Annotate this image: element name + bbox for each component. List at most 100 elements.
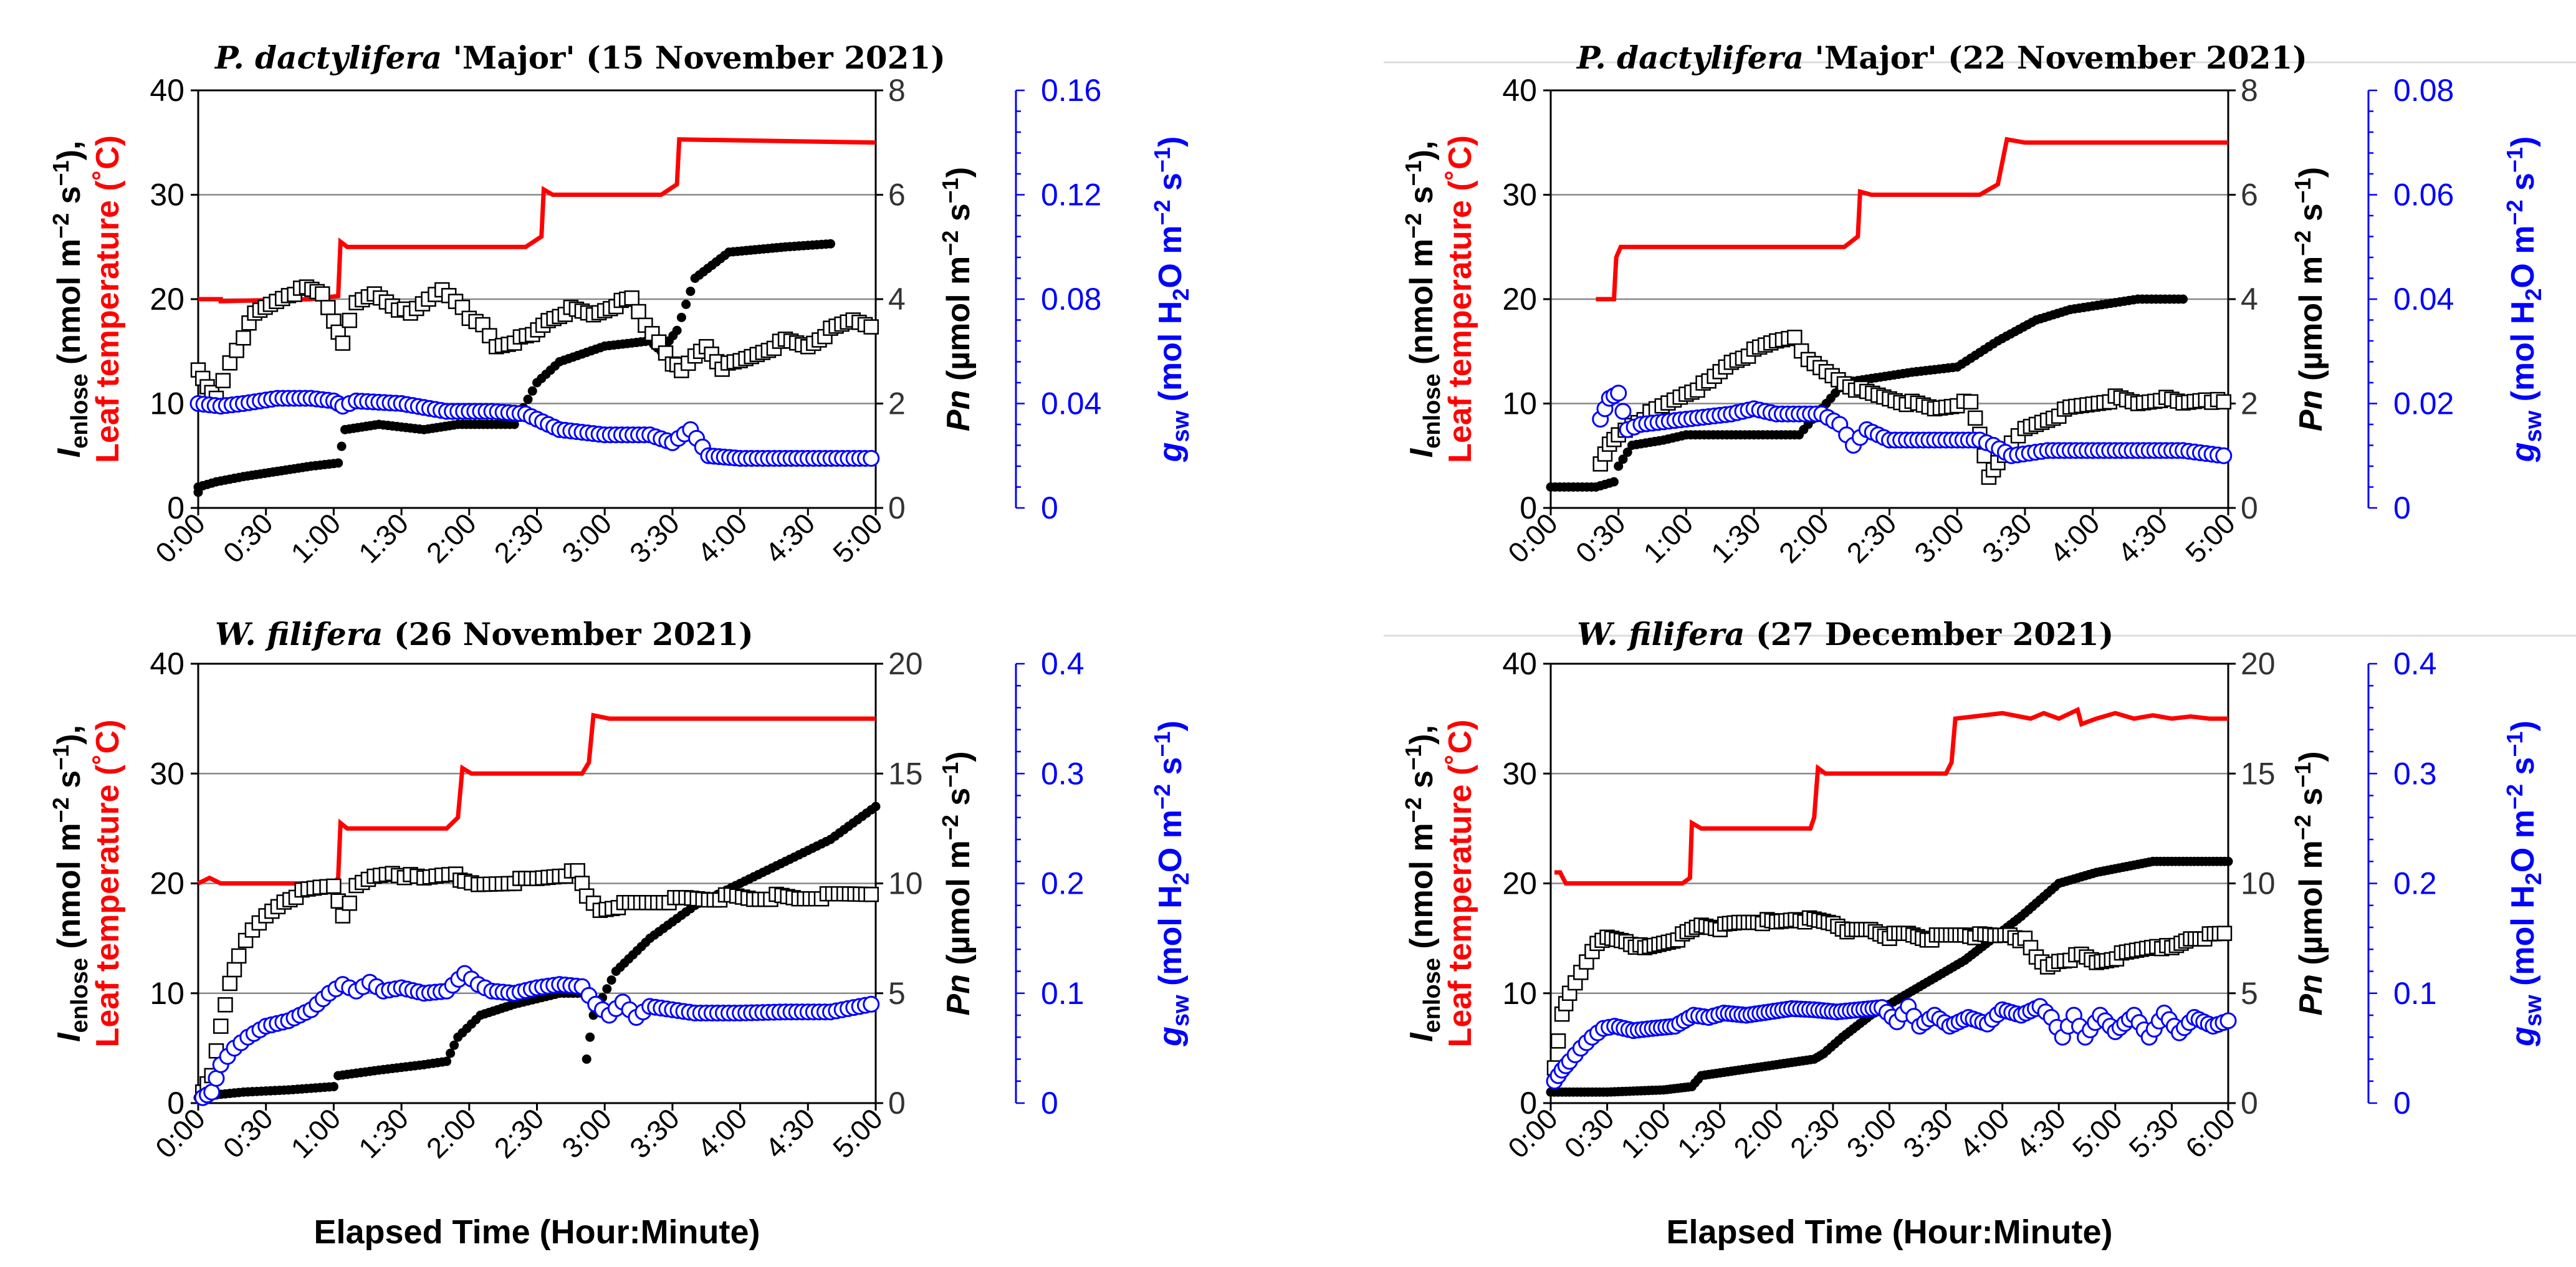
label-sup: −2: [937, 815, 963, 840]
label-units: ): [941, 751, 977, 762]
label-units: ),: [1404, 725, 1440, 745]
x-tick-label: 0:30: [217, 507, 279, 569]
label-sup: −1: [48, 745, 74, 770]
isoprene-point: [606, 975, 616, 985]
left-tick-label: 20: [1502, 282, 1537, 317]
pn-point: [570, 863, 585, 879]
label-sup: −2: [2290, 815, 2315, 840]
pn-point: [863, 886, 879, 902]
label-units: s: [51, 186, 87, 213]
gsw-tick-label: 0.3: [2393, 756, 2437, 791]
x-tick-label: 2:30: [1840, 507, 1902, 569]
left-axis-label-line1: Ienlose (nmol m−2 s−1),: [1401, 725, 1445, 1042]
x-tick-label: 5:00: [2179, 507, 2241, 569]
plot-area: [193, 712, 881, 1106]
plot-area: [189, 137, 880, 497]
series-isoprene-emission: [193, 239, 836, 497]
gsw-point: [1610, 385, 1627, 402]
series-isoprene-emission: [193, 801, 881, 1102]
gsw-tick-label: 0.04: [2393, 282, 2454, 317]
label-g-sub: sw: [2521, 410, 2547, 442]
left-tick-label: 30: [1502, 178, 1537, 213]
isoprene-point: [826, 239, 836, 249]
label-I-sub: enlose: [1419, 374, 1445, 449]
label-I-sub: enlose: [1419, 958, 1445, 1033]
left-tick-label: 40: [150, 73, 184, 108]
gsw-tick-label: 0.12: [1041, 178, 1101, 213]
label-units: ),: [51, 725, 87, 745]
label-pn: Pn: [2293, 974, 2329, 1015]
series-gsw: [1546, 998, 2237, 1090]
left-tick-label: 20: [150, 282, 184, 317]
x-tick-label: 3:30: [623, 507, 686, 569]
label-units: s: [941, 788, 977, 815]
label-sup: −2: [937, 231, 963, 256]
label-units: ): [1152, 720, 1189, 731]
isoprene-point: [1614, 461, 1624, 471]
pn-tick-label: 5: [888, 976, 906, 1011]
leaf-temperature-line: [198, 137, 876, 304]
pn-tick-label: 0: [888, 1086, 906, 1121]
gsw-point: [203, 1083, 221, 1101]
left-axis-label-line2: Leaf temperature (˚C): [1442, 135, 1478, 463]
pn-point: [335, 335, 351, 351]
panel-title-rest: (26 November 2021): [383, 616, 754, 653]
leaf-temperature-line: [1554, 707, 2228, 886]
label-sup: −1: [1401, 160, 1426, 186]
label-units: ),: [1404, 141, 1440, 161]
isoprene-point: [582, 1054, 591, 1064]
label-sup: −1: [937, 762, 963, 788]
gsw-tick-label: 0.06: [2393, 178, 2454, 213]
left-tick-label: 0: [167, 490, 184, 525]
x-tick-label: 4:00: [1953, 1102, 2016, 1164]
isoprene-point: [337, 441, 347, 451]
label-units: s: [1152, 173, 1189, 199]
x-tick-label: 1:00: [284, 507, 347, 569]
label-sub: 2: [1168, 289, 1194, 301]
series-gsw: [1592, 385, 2233, 464]
pn-point: [1967, 410, 1983, 426]
x-tick-label: 3:30: [1897, 1102, 1959, 1164]
pn-axis-label: Pn (µmol m−2 s−1): [2290, 167, 2329, 431]
pn-point: [320, 300, 336, 315]
x-tick-label: 0:30: [1569, 507, 1632, 569]
isoprene-point: [328, 1082, 338, 1092]
label-units: s: [1152, 757, 1189, 784]
isoprene-point: [676, 312, 686, 322]
x-tick-label: 4:00: [2044, 507, 2106, 569]
isoprene-point: [523, 394, 533, 404]
isoprene-point: [2178, 294, 2188, 304]
left-tick-label: 0: [1520, 1086, 1537, 1121]
x-tick-label: 4:00: [691, 507, 754, 569]
gsw-axis-label: gsw (mol H2O m−2 s−1): [1149, 720, 1194, 1047]
panel-title-rest: (27 December 2021): [1745, 616, 2114, 653]
pn-point: [574, 876, 590, 891]
left-tick-label: 0: [167, 1086, 184, 1121]
x-tick-label: 1:30: [1671, 1102, 1733, 1164]
label-sup: −2: [1149, 199, 1175, 225]
pn-point: [1787, 330, 1803, 345]
isoprene-point: [585, 1032, 595, 1042]
gsw-point: [2215, 447, 2233, 464]
series-leaf-temperature: [198, 137, 876, 304]
label-units: (nmol m: [1404, 239, 1440, 374]
isoprene-point: [446, 1048, 456, 1058]
gsw-tick-label: 0: [1041, 490, 1058, 525]
x-tick-label: 3:00: [1908, 507, 1970, 569]
label-sup: −1: [2502, 147, 2527, 173]
x-tick-label: 2:30: [1784, 1102, 1846, 1164]
left-tick-label: 30: [150, 756, 184, 791]
isoprene-point: [681, 299, 691, 309]
isoprene-point: [509, 419, 519, 429]
x-tick-label: 3:00: [555, 1102, 618, 1164]
x-tick-label: 1:00: [1637, 507, 1699, 569]
gsw-tick-label: 0: [2393, 1086, 2411, 1121]
panel-2: P. dactylifera 'Major' (22 November 2021…: [1401, 39, 2547, 569]
label-pn: Pn: [2293, 390, 2329, 431]
x-tick-label: 3:30: [623, 1102, 686, 1164]
label-units: (mol H: [1152, 301, 1189, 411]
leaf-temperature-line: [1596, 136, 2228, 302]
x-tick-label: 2:30: [487, 507, 550, 569]
pn-point: [624, 290, 639, 306]
label-g: g: [1152, 1026, 1189, 1047]
